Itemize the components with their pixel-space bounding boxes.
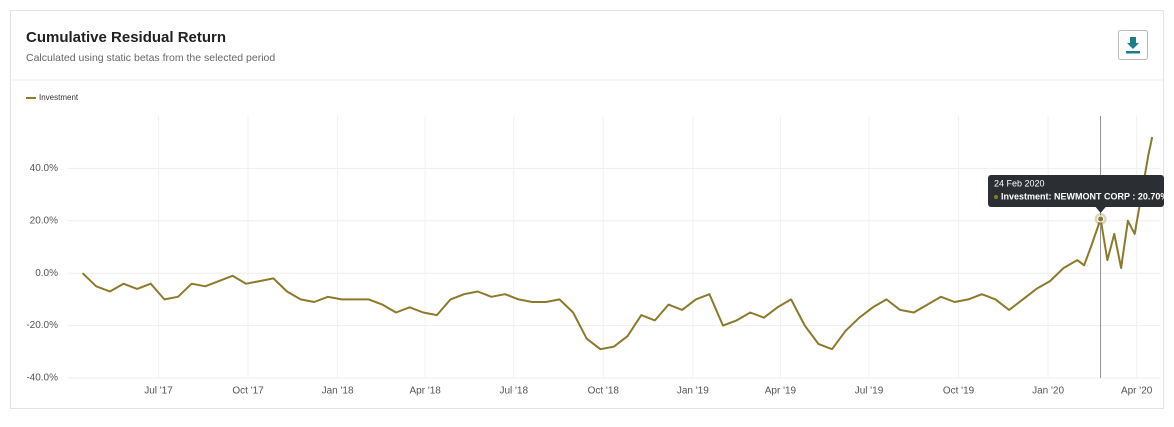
tooltip-dot bbox=[994, 194, 998, 199]
legend-label[interactable]: Investment bbox=[39, 93, 79, 102]
x-tick-label: Jul '19 bbox=[855, 386, 884, 397]
tooltip-date: 24 Feb 2020 bbox=[994, 178, 1045, 188]
y-tick-label: 0.0% bbox=[35, 268, 58, 279]
tooltip-box bbox=[988, 174, 1164, 207]
y-tick-label: 20.0% bbox=[30, 215, 58, 226]
x-tick-label: Oct '18 bbox=[588, 386, 620, 397]
x-tick-label: Apr '20 bbox=[1121, 386, 1153, 397]
x-tick-label: Jul '18 bbox=[499, 386, 528, 397]
series-line bbox=[81, 136, 1154, 351]
chart-title: Cumulative Residual Return bbox=[26, 29, 226, 46]
x-tick-label: Jul '17 bbox=[144, 386, 173, 397]
card bbox=[10, 10, 1164, 409]
y-tick-label: -20.0% bbox=[26, 320, 58, 331]
x-tick-label: Apr '18 bbox=[409, 386, 441, 397]
x-tick-label: Oct '17 bbox=[232, 386, 264, 397]
x-tick-label: Jan '20 bbox=[1032, 386, 1064, 397]
y-tick-label: 40.0% bbox=[30, 163, 58, 174]
chart-subtitle: Calculated using static betas from the s… bbox=[26, 52, 275, 64]
tooltip-text: Investment: NEWMONT CORP : 20.70% bbox=[1001, 191, 1168, 201]
y-tick-label: -40.0% bbox=[26, 373, 58, 384]
hover-point bbox=[1097, 215, 1105, 223]
x-tick-label: Apr '19 bbox=[765, 386, 797, 397]
download-button[interactable] bbox=[1118, 30, 1148, 60]
x-tick-label: Jan '18 bbox=[322, 386, 354, 397]
tooltip: 24 Feb 2020 Investment: NEWMONT CORP : 20… bbox=[988, 174, 1168, 213]
x-tick-label: Jan '19 bbox=[677, 386, 709, 397]
tooltip-arrow bbox=[1095, 206, 1106, 213]
x-tick-label: Oct '19 bbox=[943, 386, 975, 397]
